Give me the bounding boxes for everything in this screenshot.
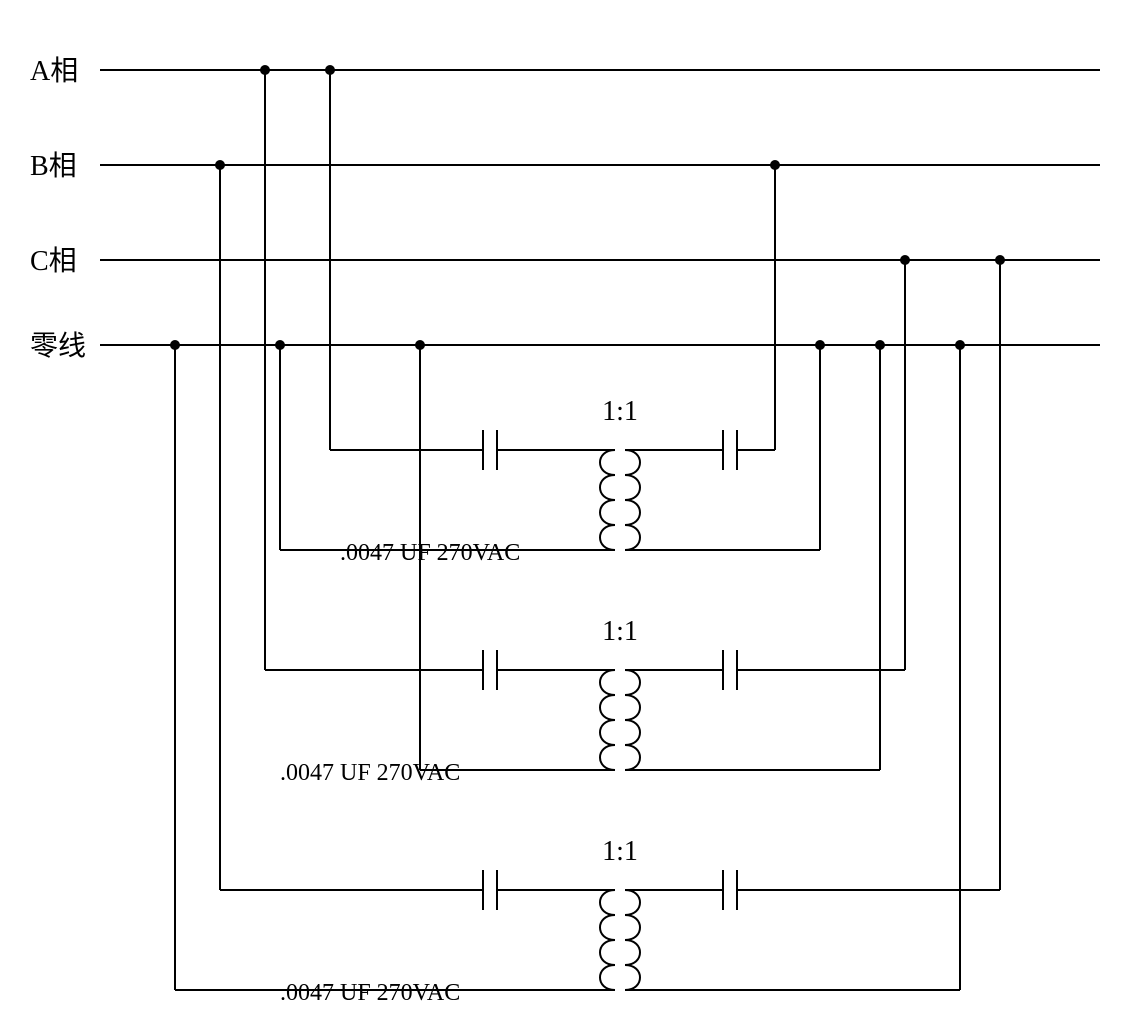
svg-text:.0047 UF 270VAC: .0047 UF 270VAC bbox=[280, 980, 460, 1006]
svg-text:B相: B相 bbox=[30, 150, 77, 182]
svg-text:C相: C相 bbox=[30, 245, 77, 277]
svg-text:.0047 UF 270VAC: .0047 UF 270VAC bbox=[280, 760, 460, 786]
svg-text:.0047 UF 270VAC: .0047 UF 270VAC bbox=[340, 540, 520, 566]
svg-text:零线: 零线 bbox=[30, 330, 86, 362]
svg-text:1:1: 1:1 bbox=[602, 396, 638, 427]
svg-text:1:1: 1:1 bbox=[602, 616, 638, 647]
svg-text:A相: A相 bbox=[30, 55, 78, 87]
svg-text:1:1: 1:1 bbox=[602, 836, 638, 867]
circuit-diagram: A相 B相 C相零线 1:1 .0047 UF 270VAC 1:1 .0047 UF 27… bbox=[0, 0, 1124, 1032]
circuit-svg: A相 B相 C相零线 1:1 .0047 UF 270VAC 1:1 .0047 UF 27… bbox=[0, 0, 1124, 1032]
